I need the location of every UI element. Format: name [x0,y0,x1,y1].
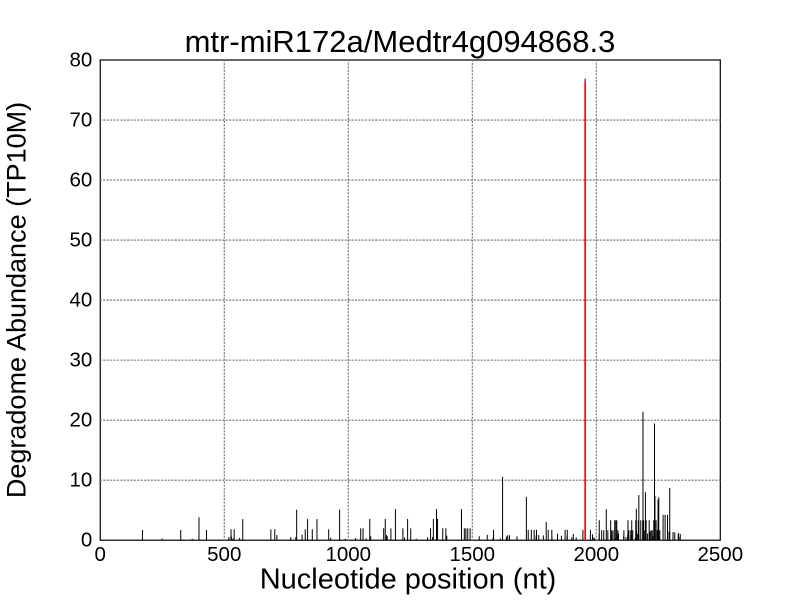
svg-text:40: 40 [69,289,92,312]
svg-text:2500: 2500 [697,543,743,566]
svg-text:0: 0 [81,529,92,552]
svg-text:20: 20 [69,409,92,432]
svg-text:60: 60 [69,169,92,192]
svg-text:30: 30 [69,349,92,372]
svg-text:500: 500 [207,543,241,566]
svg-text:2000: 2000 [573,543,619,566]
svg-text:80: 80 [69,49,92,72]
svg-text:10: 10 [69,469,92,492]
svg-text:70: 70 [69,109,92,132]
svg-text:1500: 1500 [449,543,495,566]
svg-text:0: 0 [95,543,106,566]
svg-text:50: 50 [69,229,92,252]
svg-text:1000: 1000 [325,543,371,566]
